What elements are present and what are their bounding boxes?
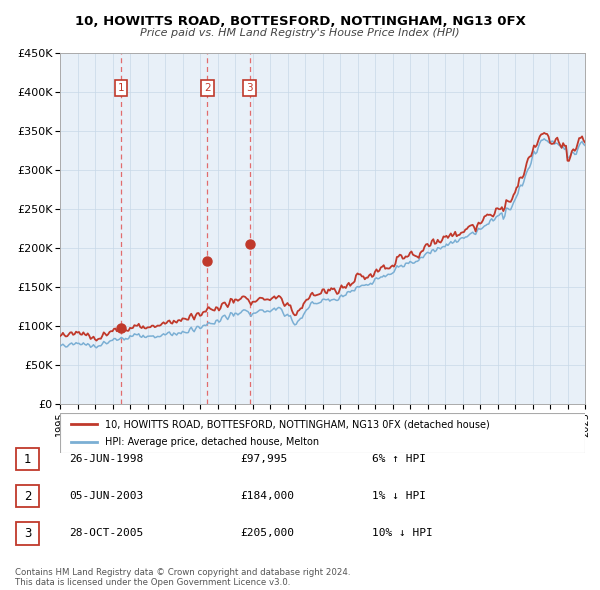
Text: 10, HOWITTS ROAD, BOTTESFORD, NOTTINGHAM, NG13 0FX: 10, HOWITTS ROAD, BOTTESFORD, NOTTINGHAM… [74,15,526,28]
Text: 26-JUN-1998: 26-JUN-1998 [69,454,143,464]
Text: 10, HOWITTS ROAD, BOTTESFORD, NOTTINGHAM, NG13 0FX (detached house): 10, HOWITTS ROAD, BOTTESFORD, NOTTINGHAM… [104,419,490,430]
Text: This data is licensed under the Open Government Licence v3.0.: This data is licensed under the Open Gov… [15,578,290,588]
Text: 2: 2 [24,490,31,503]
Text: 1% ↓ HPI: 1% ↓ HPI [372,491,426,501]
Text: 6% ↑ HPI: 6% ↑ HPI [372,454,426,464]
Text: £97,995: £97,995 [240,454,287,464]
Text: 28-OCT-2005: 28-OCT-2005 [69,529,143,538]
Text: 3: 3 [24,527,31,540]
Text: £205,000: £205,000 [240,529,294,538]
Text: £184,000: £184,000 [240,491,294,501]
Text: Contains HM Land Registry data © Crown copyright and database right 2024.: Contains HM Land Registry data © Crown c… [15,568,350,577]
Text: 1: 1 [24,453,31,466]
Text: HPI: Average price, detached house, Melton: HPI: Average price, detached house, Melt… [104,437,319,447]
Text: 3: 3 [246,83,253,93]
Text: Price paid vs. HM Land Registry's House Price Index (HPI): Price paid vs. HM Land Registry's House … [140,28,460,38]
Text: 2: 2 [204,83,211,93]
Text: 1: 1 [118,83,124,93]
Text: 05-JUN-2003: 05-JUN-2003 [69,491,143,501]
Text: 10% ↓ HPI: 10% ↓ HPI [372,529,433,538]
